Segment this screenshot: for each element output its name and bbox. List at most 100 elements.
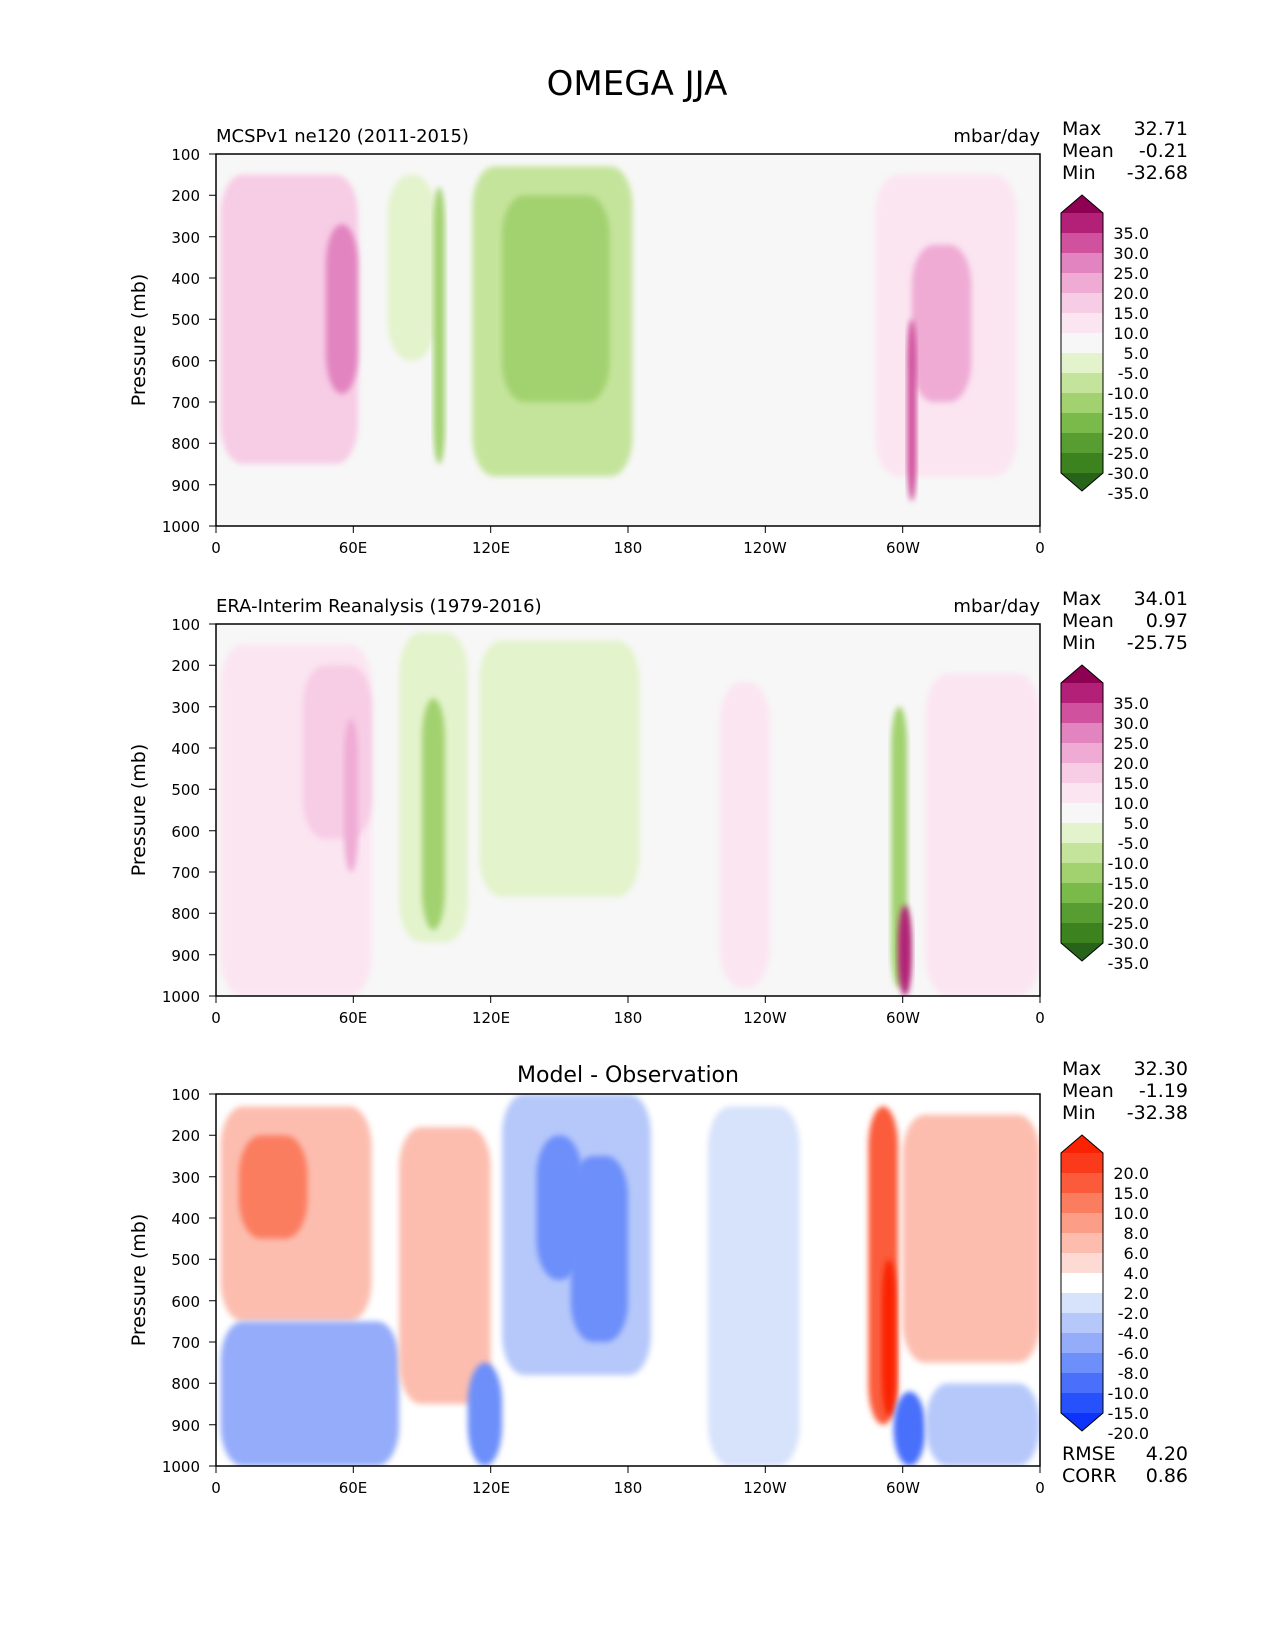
colorbar-label: 5.0 <box>1124 814 1149 833</box>
colorbar-label: -2.0 <box>1118 1304 1149 1323</box>
x-tick-label: 60W <box>886 539 920 557</box>
y-tick-marks <box>209 623 216 997</box>
y-tick-label: 500 <box>171 1251 200 1269</box>
colorbar-swatch <box>1061 743 1103 764</box>
panel-model: MCSPv1 ne120 (2011-2015) mbar/day Pressu… <box>128 118 1188 557</box>
colorbar-swatch <box>1061 213 1103 234</box>
x-tick-label: 60W <box>886 1009 920 1027</box>
y-tick-label: 700 <box>171 1334 200 1352</box>
metric-value: 0.86 <box>1146 1465 1188 1487</box>
stat-value: -32.38 <box>1127 1102 1188 1124</box>
panel-observation: ERA-Interim Reanalysis (1979-2016) mbar/… <box>128 588 1188 1027</box>
colorbar-label: 20.0 <box>1113 284 1149 303</box>
colorbar-swatch <box>1061 1233 1103 1254</box>
x-tick-marks <box>215 996 1041 1003</box>
x-tick-label: 0 <box>211 1009 221 1027</box>
x-tick-label: 60E <box>339 1479 368 1497</box>
x-ticks: 0 60E 120E 180 120W 60W 0 <box>211 996 1045 1027</box>
colorbar-label: -10.0 <box>1108 384 1149 403</box>
colorbar-swatch <box>1061 823 1103 844</box>
contour-region <box>911 244 972 402</box>
x-tick-marks <box>215 1466 1041 1473</box>
colorbar-swatch <box>1061 1333 1103 1354</box>
metrics-box: RMSE 4.20 CORR 0.86 <box>1062 1443 1188 1487</box>
stat-value: 34.01 <box>1134 588 1188 610</box>
contour-region <box>907 319 917 502</box>
y-tick-marks <box>209 1093 216 1467</box>
colorbar-swatch <box>1061 703 1103 724</box>
contour-region <box>479 640 640 897</box>
y-tick-label: 800 <box>171 435 200 453</box>
stat-label: Max <box>1062 118 1101 140</box>
colorbar-swatch <box>1061 1213 1103 1234</box>
colorbar-label: 10.0 <box>1113 794 1149 813</box>
colorbar-outline <box>1060 1134 1104 1432</box>
colorbar-label: 15.0 <box>1113 774 1149 793</box>
colorbar: 35.030.025.020.015.010.05.0-5.0-10.0-15.… <box>1060 664 1149 973</box>
y-tick-label: 200 <box>171 1127 200 1145</box>
colorbar-label: -35.0 <box>1108 484 1149 503</box>
y-tick-label: 200 <box>171 657 200 675</box>
contour-region <box>302 665 372 839</box>
colorbar-label: -15.0 <box>1108 874 1149 893</box>
colorbar-label: 25.0 <box>1113 734 1149 753</box>
colorbar-cap-bottom <box>1061 473 1103 491</box>
colorbar-swatch <box>1061 253 1103 274</box>
panel-difference: Model - Observation Pressure (mb) 100 20… <box>128 1058 1188 1497</box>
colorbar-label: -15.0 <box>1108 404 1149 423</box>
y-tick-label: 900 <box>171 477 200 495</box>
y-tick-label: 100 <box>171 146 200 164</box>
colorbar-swatch <box>1061 803 1103 824</box>
colorbar-swatch <box>1061 763 1103 784</box>
contour-region <box>925 673 1040 996</box>
colorbar-label: 35.0 <box>1113 224 1149 243</box>
contour-region <box>570 1156 628 1342</box>
colorbar-label: 15.0 <box>1113 1184 1149 1203</box>
contour-region <box>344 719 358 872</box>
colorbar-label: -8.0 <box>1118 1364 1149 1383</box>
colorbar-swatch <box>1061 863 1103 884</box>
y-axis-label: Pressure (mb) <box>128 274 150 407</box>
y-tick-label: 200 <box>171 187 200 205</box>
colorbar-label: -30.0 <box>1108 464 1149 483</box>
y-tick-label: 500 <box>171 781 200 799</box>
y-tick-label: 800 <box>171 1375 200 1393</box>
colorbar-label: -5.0 <box>1118 364 1149 383</box>
contour-region <box>238 1135 308 1239</box>
y-tick-label: 700 <box>171 864 200 882</box>
colorbar-label: -10.0 <box>1108 854 1149 873</box>
contour-region <box>399 1127 491 1404</box>
colorbar-label: 6.0 <box>1124 1244 1149 1263</box>
colorbar-swatch <box>1061 1253 1103 1274</box>
y-tick-label: 400 <box>171 270 200 288</box>
colorbar-swatch <box>1061 333 1103 354</box>
stat-value: -1.19 <box>1139 1080 1188 1102</box>
x-tick-label: 180 <box>614 539 643 557</box>
y-tick-label: 1000 <box>162 1458 200 1476</box>
colorbar-label: 10.0 <box>1113 324 1149 343</box>
colorbar-swatch <box>1061 923 1103 944</box>
x-ticks: 0 60E 120E 180 120W 60W 0 <box>211 1466 1045 1497</box>
contour-region <box>719 681 770 988</box>
colorbar-cap-top <box>1061 1135 1103 1153</box>
colorbar-label: 10.0 <box>1113 1204 1149 1223</box>
colorbar-cap-bottom <box>1061 943 1103 961</box>
y-tick-label: 600 <box>171 823 200 841</box>
y-tick-label: 400 <box>171 740 200 758</box>
colorbar-swatch <box>1061 723 1103 744</box>
y-tick-label: 800 <box>171 905 200 923</box>
stats-box: Max 34.01 Mean 0.97 Min -25.75 <box>1062 588 1188 654</box>
contour-region <box>220 174 358 464</box>
metric-label: CORR <box>1062 1465 1117 1487</box>
colorbar-label: -6.0 <box>1118 1344 1149 1363</box>
colorbar-label: -20.0 <box>1108 1424 1149 1443</box>
x-tick-label: 0 <box>211 1479 221 1497</box>
colorbar-swatch <box>1061 1293 1103 1314</box>
y-tick-label: 300 <box>171 699 200 717</box>
colorbar-swatch <box>1061 1373 1103 1394</box>
contour-field <box>220 1094 1040 1466</box>
contour-region <box>925 1383 1040 1466</box>
colorbar-cap-top <box>1061 665 1103 683</box>
units-label: mbar/day <box>953 596 1040 617</box>
colorbar-swatch <box>1061 783 1103 804</box>
